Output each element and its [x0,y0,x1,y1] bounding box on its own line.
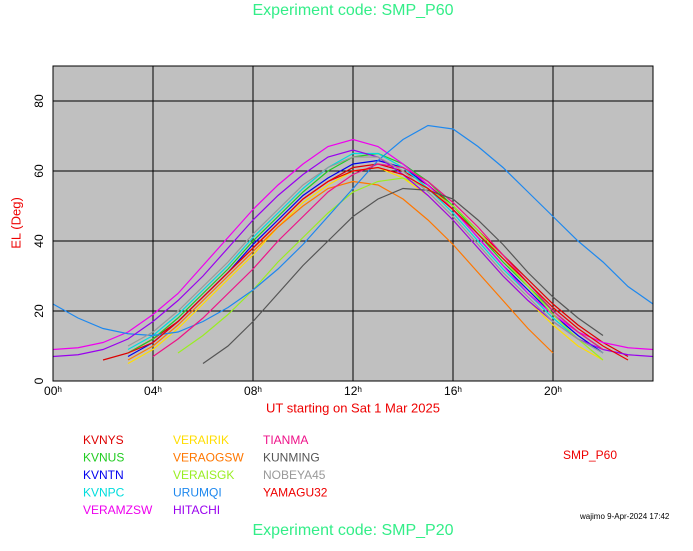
legend-entry: KVNPC [83,486,125,500]
chart-subtitle: Experiment code: SMP_P20 [253,522,454,539]
series-line [127,180,554,361]
series-line [52,124,654,337]
y-tick-label: 80 [32,94,46,108]
legend-entry: URUMQI [173,486,222,500]
plot-border [52,65,654,382]
legend-entry: KVNYS [83,433,124,447]
series-line [127,166,629,361]
y-tick-label: 40 [32,234,46,248]
x-tick-label: 08ʰ [244,384,262,398]
y-tick-label: 0 [32,377,46,384]
series-line [127,156,604,354]
x-axis-label: UT starting on Sat 1 Mar 2025 [266,400,440,415]
y-axis-label: EL (Deg) [8,197,23,249]
x-tick-label: 00ʰ [44,384,62,398]
x-tick-label: 20ʰ [544,384,562,398]
legend-entry: HITACHI [173,503,220,517]
x-tick-label: 16ʰ [444,384,462,398]
legend-entry: VERAIRIK [173,433,229,447]
legend-entry: KVNTN [83,468,124,482]
y-tick-label: 60 [32,164,46,178]
legend-entry: VERAOGSW [173,451,244,465]
chart-title: Experiment code: SMP_P60 [253,2,454,19]
x-tick-label: 04ʰ [144,384,162,398]
y-tick-label: 20 [32,304,46,318]
series-line [177,177,604,361]
legend-entry: NOBEYA45 [263,468,326,482]
annotation: wajimo 9-Apr-2024 17:42 [579,512,670,521]
legend-entry: YAMAGU32 [263,486,328,500]
legend-entry: KVNUS [83,451,124,465]
legend-entry: KUNMING [263,451,320,465]
legend-entry: VERAMZSW [83,503,153,517]
x-tick-label: 12ʰ [344,384,362,398]
annotation: SMP_P60 [563,448,617,462]
legend-entry: TIANMA [263,433,308,447]
series-line [202,187,604,364]
legend-entry: VERAISGK [173,468,234,482]
